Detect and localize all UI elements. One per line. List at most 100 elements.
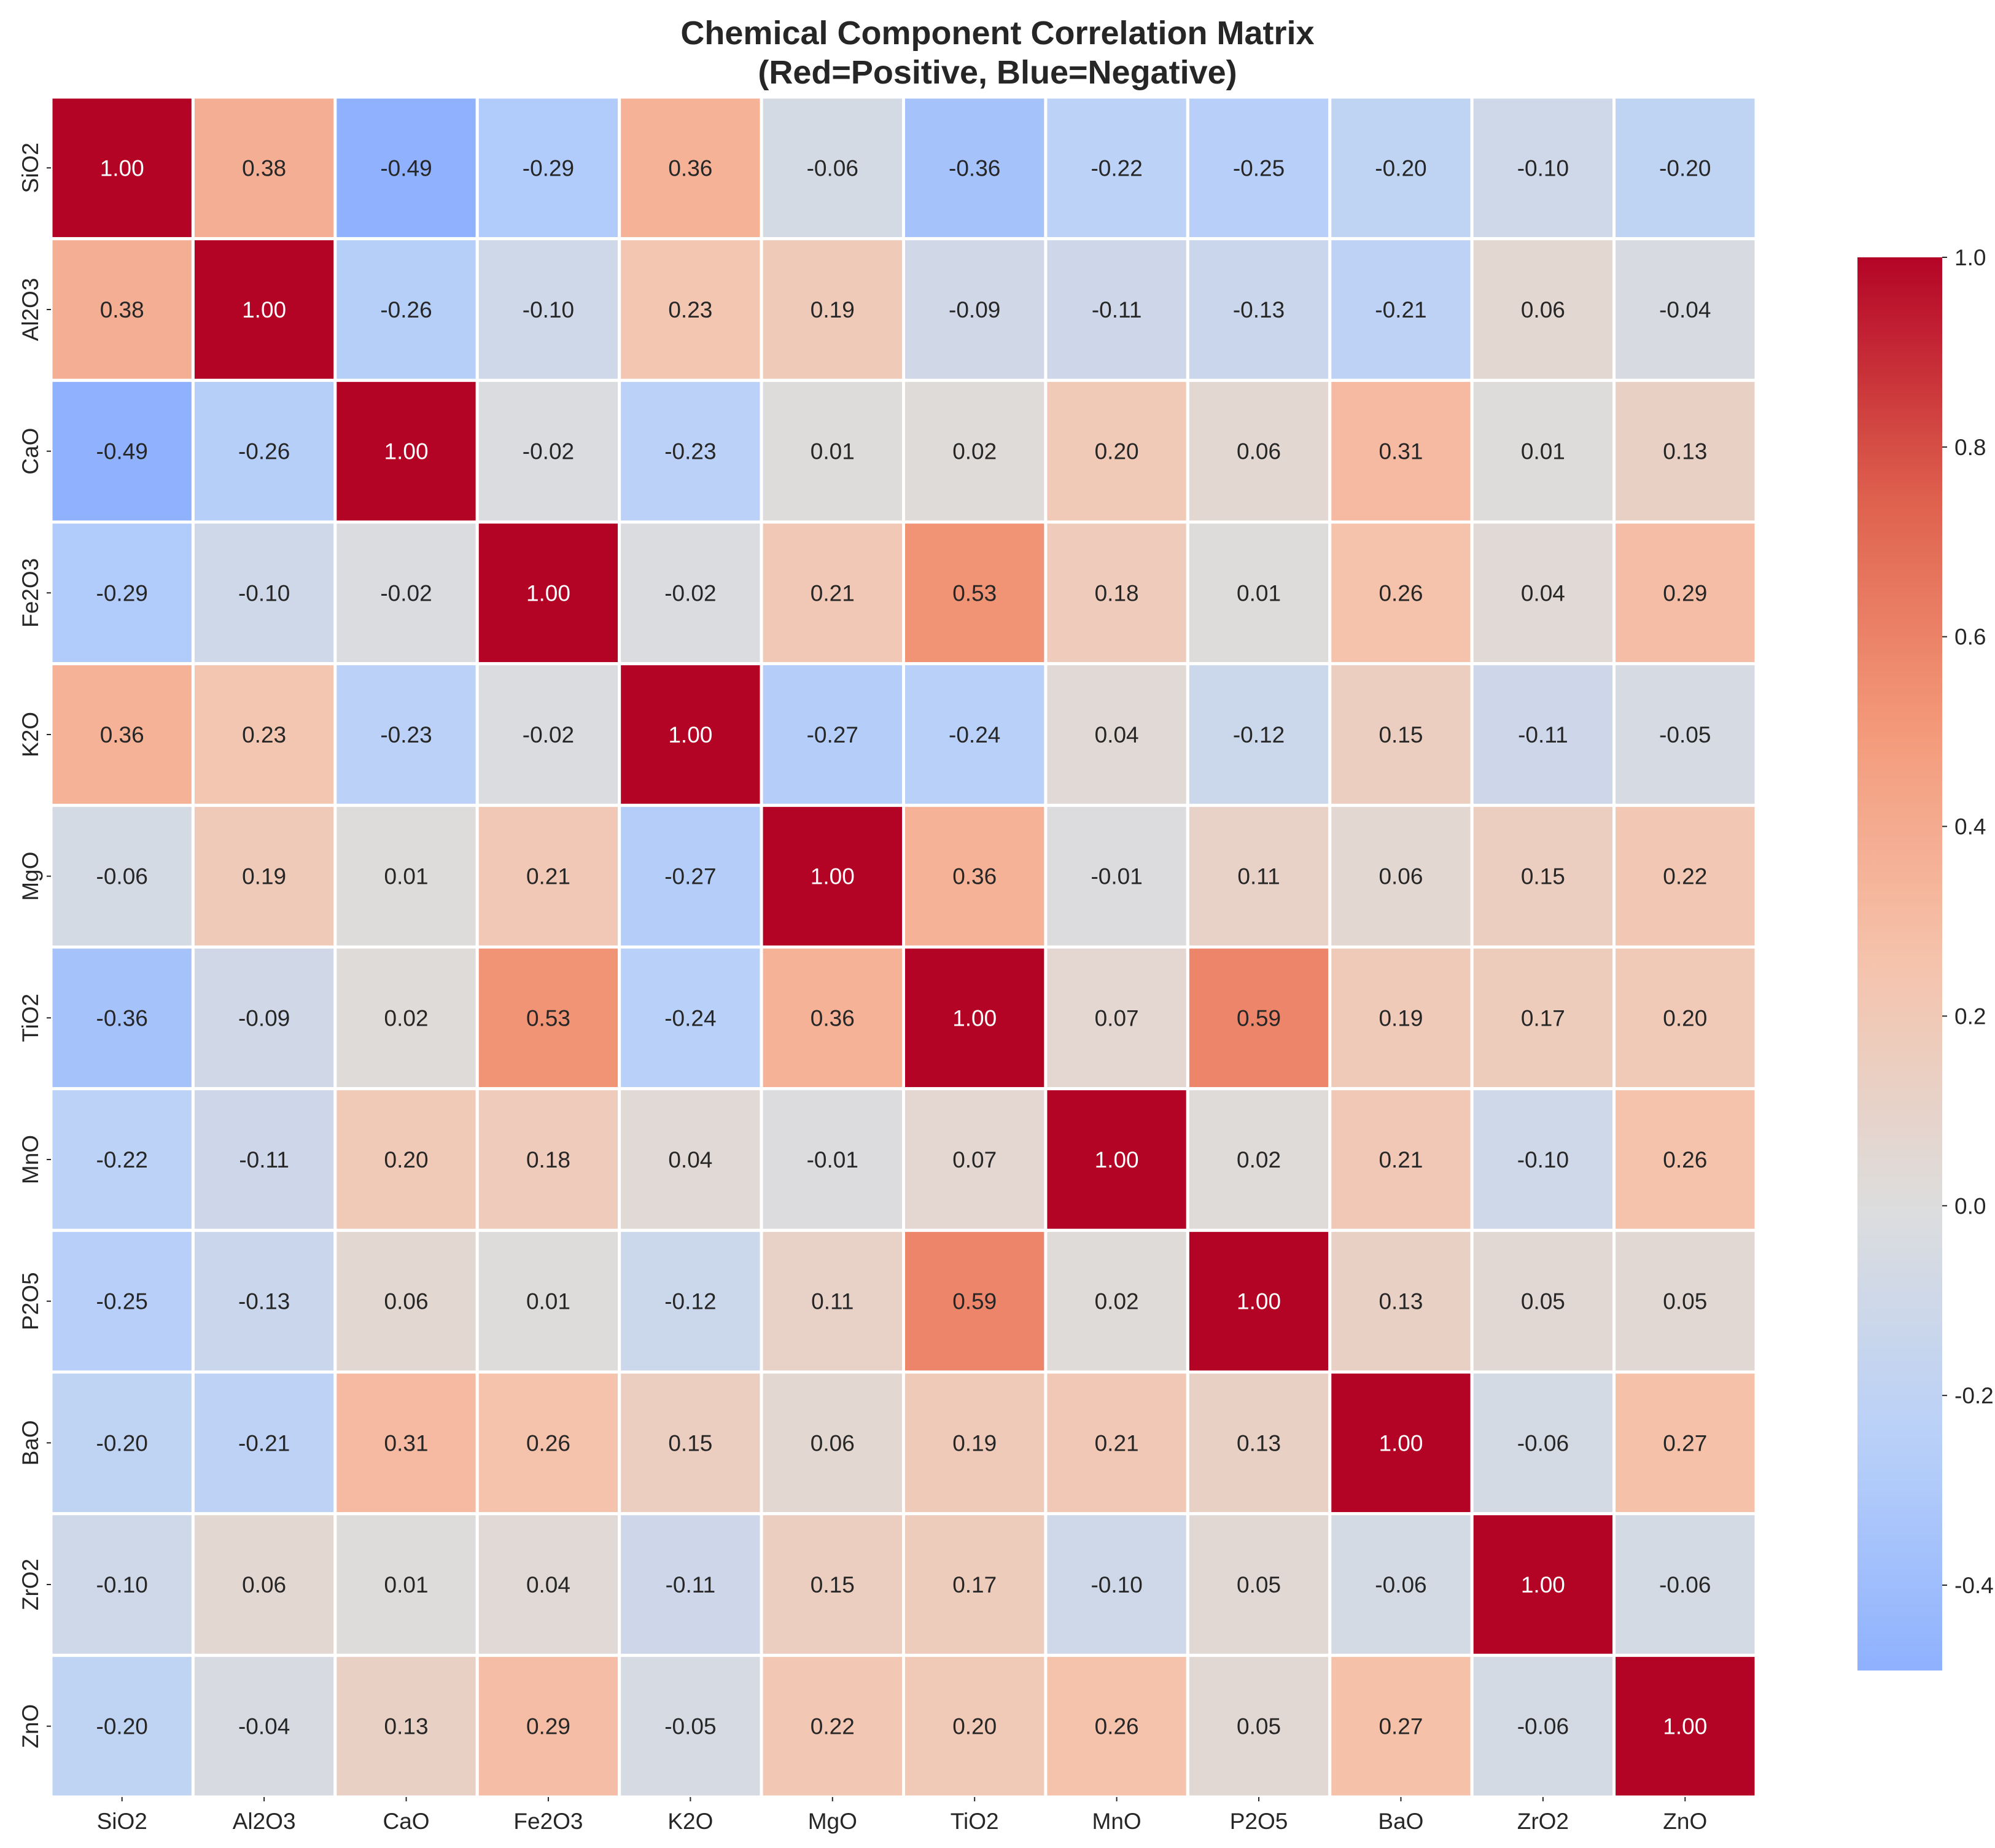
row-label-TiO2: TiO2 (18, 994, 43, 1042)
cell-value-P2O5-BaO: 0.13 (1379, 1289, 1423, 1314)
cell-value-TiO2-ZrO2: 0.17 (1521, 1005, 1565, 1031)
cell-value-P2O5-TiO2: 0.59 (952, 1289, 997, 1314)
cell-K2O-P2O5 (1186, 662, 1332, 807)
cell-value-Fe2O3-MnO: 0.18 (1095, 580, 1139, 606)
cell-value-CaO-ZrO2: 0.01 (1521, 439, 1565, 464)
cell-value-MgO-BaO: 0.06 (1379, 864, 1423, 889)
cell-value-P2O5-ZnO: 0.05 (1663, 1289, 1707, 1314)
cell-ZrO2-MgO (760, 1512, 906, 1657)
cell-value-Al2O3-Fe2O3: -0.10 (523, 297, 574, 322)
cell-BaO-Al2O3 (191, 1370, 337, 1516)
cell-value-Fe2O3-CaO: -0.02 (380, 580, 432, 606)
cell-K2O-Fe2O3 (475, 662, 621, 807)
cell-SiO2-ZrO2 (1470, 95, 1616, 241)
cell-value-SiO2-SiO2: 1.00 (100, 155, 144, 181)
cell-Fe2O3-ZnO (1612, 520, 1758, 666)
cell-ZnO-CaO (333, 1653, 479, 1799)
cell-value-Fe2O3-Al2O3: -0.10 (238, 580, 290, 606)
cell-value-MgO-ZnO: 0.22 (1663, 864, 1707, 889)
cell-Fe2O3-P2O5 (1186, 520, 1332, 666)
col-label-ZnO: ZnO (1663, 1809, 1707, 1834)
cell-value-ZrO2-SiO2: -0.10 (96, 1572, 148, 1597)
cell-value-BaO-MgO: 0.06 (811, 1430, 855, 1456)
cell-value-SiO2-MnO: -0.22 (1091, 155, 1142, 181)
cell-SiO2-BaO (1328, 95, 1474, 241)
cell-value-CaO-SiO2: -0.49 (96, 439, 148, 464)
cell-Fe2O3-MgO (760, 520, 906, 666)
chart-title-line-1: Chemical Component Correlation Matrix (680, 15, 1315, 52)
cell-value-TiO2-ZnO: 0.20 (1663, 1005, 1707, 1031)
cell-value-ZnO-K2O: -0.05 (664, 1714, 716, 1739)
cell-K2O-CaO (333, 662, 479, 807)
cell-P2O5-BaO (1328, 1228, 1474, 1374)
cell-value-P2O5-Al2O3: -0.13 (238, 1289, 290, 1314)
cell-ZrO2-BaO (1328, 1512, 1474, 1657)
cell-value-ZrO2-Fe2O3: 0.04 (526, 1572, 570, 1597)
cell-value-MnO-Fe2O3: 0.18 (526, 1147, 570, 1172)
cell-ZrO2-ZnO (1612, 1512, 1758, 1657)
cell-value-MgO-P2O5: 0.11 (1237, 864, 1280, 889)
cell-value-Fe2O3-K2O: -0.02 (664, 580, 716, 606)
cell-SiO2-TiO2 (902, 95, 1048, 241)
cell-Fe2O3-ZrO2 (1470, 520, 1616, 666)
cell-value-ZrO2-ZrO2: 1.00 (1521, 1572, 1565, 1597)
col-label-MgO: MgO (808, 1809, 857, 1834)
cell-value-MgO-MgO: 1.00 (811, 864, 855, 889)
cell-value-BaO-ZrO2: -0.06 (1517, 1430, 1569, 1456)
cell-value-TiO2-Al2O3: -0.09 (238, 1005, 290, 1031)
col-label-K2O: K2O (667, 1809, 713, 1834)
cell-K2O-SiO2 (49, 662, 195, 807)
cell-value-MnO-ZnO: 0.26 (1663, 1147, 1707, 1172)
cell-Fe2O3-K2O (618, 520, 763, 666)
cell-CaO-Fe2O3 (475, 378, 621, 524)
cell-value-ZnO-ZrO2: -0.06 (1517, 1714, 1569, 1739)
cell-value-Fe2O3-SiO2: -0.29 (96, 580, 148, 606)
cell-value-SiO2-BaO: -0.20 (1375, 155, 1426, 181)
row-label-Fe2O3: Fe2O3 (18, 558, 43, 628)
cell-value-P2O5-P2O5: 1.00 (1237, 1289, 1281, 1314)
cell-value-SiO2-CaO: -0.49 (380, 155, 432, 181)
cell-value-Fe2O3-TiO2: 0.53 (952, 580, 997, 606)
cell-value-P2O5-SiO2: -0.25 (96, 1289, 148, 1314)
cell-value-CaO-Al2O3: -0.26 (238, 439, 290, 464)
cell-value-MnO-Al2O3: -0.11 (239, 1147, 289, 1172)
cell-value-BaO-SiO2: -0.20 (96, 1430, 148, 1456)
cell-MgO-MgO (760, 803, 906, 949)
cell-value-MnO-BaO: 0.21 (1379, 1147, 1423, 1172)
cell-value-Al2O3-ZrO2: 0.06 (1521, 297, 1565, 322)
cell-value-CaO-Fe2O3: -0.02 (523, 439, 574, 464)
heatmap-cells: 1.00 0.38 -0.49 -0.29 0.36 -0.06 -0.36 -0.22 -0.… (49, 95, 1758, 1799)
col-label-P2O5: P2O5 (1230, 1809, 1288, 1834)
cell-value-ZrO2-MgO: 0.15 (811, 1572, 855, 1597)
cell-value-Fe2O3-P2O5: 0.01 (1237, 580, 1281, 606)
cell-value-SiO2-ZrO2: -0.10 (1517, 155, 1569, 181)
cell-SiO2-Fe2O3 (475, 95, 621, 241)
row-label-K2O: K2O (18, 712, 43, 757)
cell-value-TiO2-SiO2: -0.36 (96, 1005, 148, 1031)
col-label-BaO: BaO (1378, 1809, 1423, 1834)
cell-value-MgO-SiO2: -0.06 (96, 864, 148, 889)
cell-CaO-MgO (760, 378, 906, 524)
cell-value-Fe2O3-ZrO2: 0.04 (1521, 580, 1565, 606)
col-label-Fe2O3: Fe2O3 (513, 1809, 583, 1834)
colorbar-tick-label: -0.4 (1954, 1573, 1994, 1598)
cell-value-ZnO-MgO: 0.22 (811, 1714, 855, 1739)
cell-value-TiO2-Fe2O3: 0.53 (526, 1005, 570, 1031)
cell-value-SiO2-TiO2: -0.36 (949, 155, 1000, 181)
row-labels: SiO2 Al2O3 CaO Fe2O3 K2O MgO TiO2 MnO P2O5 BaO ZrO… (18, 142, 51, 1749)
cell-value-SiO2-Fe2O3: -0.29 (523, 155, 574, 181)
cell-BaO-ZrO2 (1470, 1370, 1616, 1516)
cell-value-P2O5-K2O: -0.12 (664, 1289, 716, 1314)
row-label-SiO2: SiO2 (18, 142, 43, 193)
cell-value-Al2O3-CaO: -0.26 (380, 297, 432, 322)
cell-value-ZnO-BaO: 0.27 (1379, 1714, 1423, 1739)
cell-SiO2-K2O (618, 95, 763, 241)
cell-value-K2O-P2O5: -0.12 (1233, 722, 1285, 747)
cell-value-TiO2-MgO: 0.36 (811, 1005, 855, 1031)
cell-P2O5-ZrO2 (1470, 1228, 1616, 1374)
cell-value-ZrO2-Al2O3: 0.06 (242, 1572, 286, 1597)
cell-value-CaO-TiO2: 0.02 (952, 439, 997, 464)
cell-MnO-Fe2O3 (475, 1087, 621, 1232)
cell-K2O-MgO (760, 662, 906, 807)
col-label-CaO: CaO (383, 1809, 430, 1834)
